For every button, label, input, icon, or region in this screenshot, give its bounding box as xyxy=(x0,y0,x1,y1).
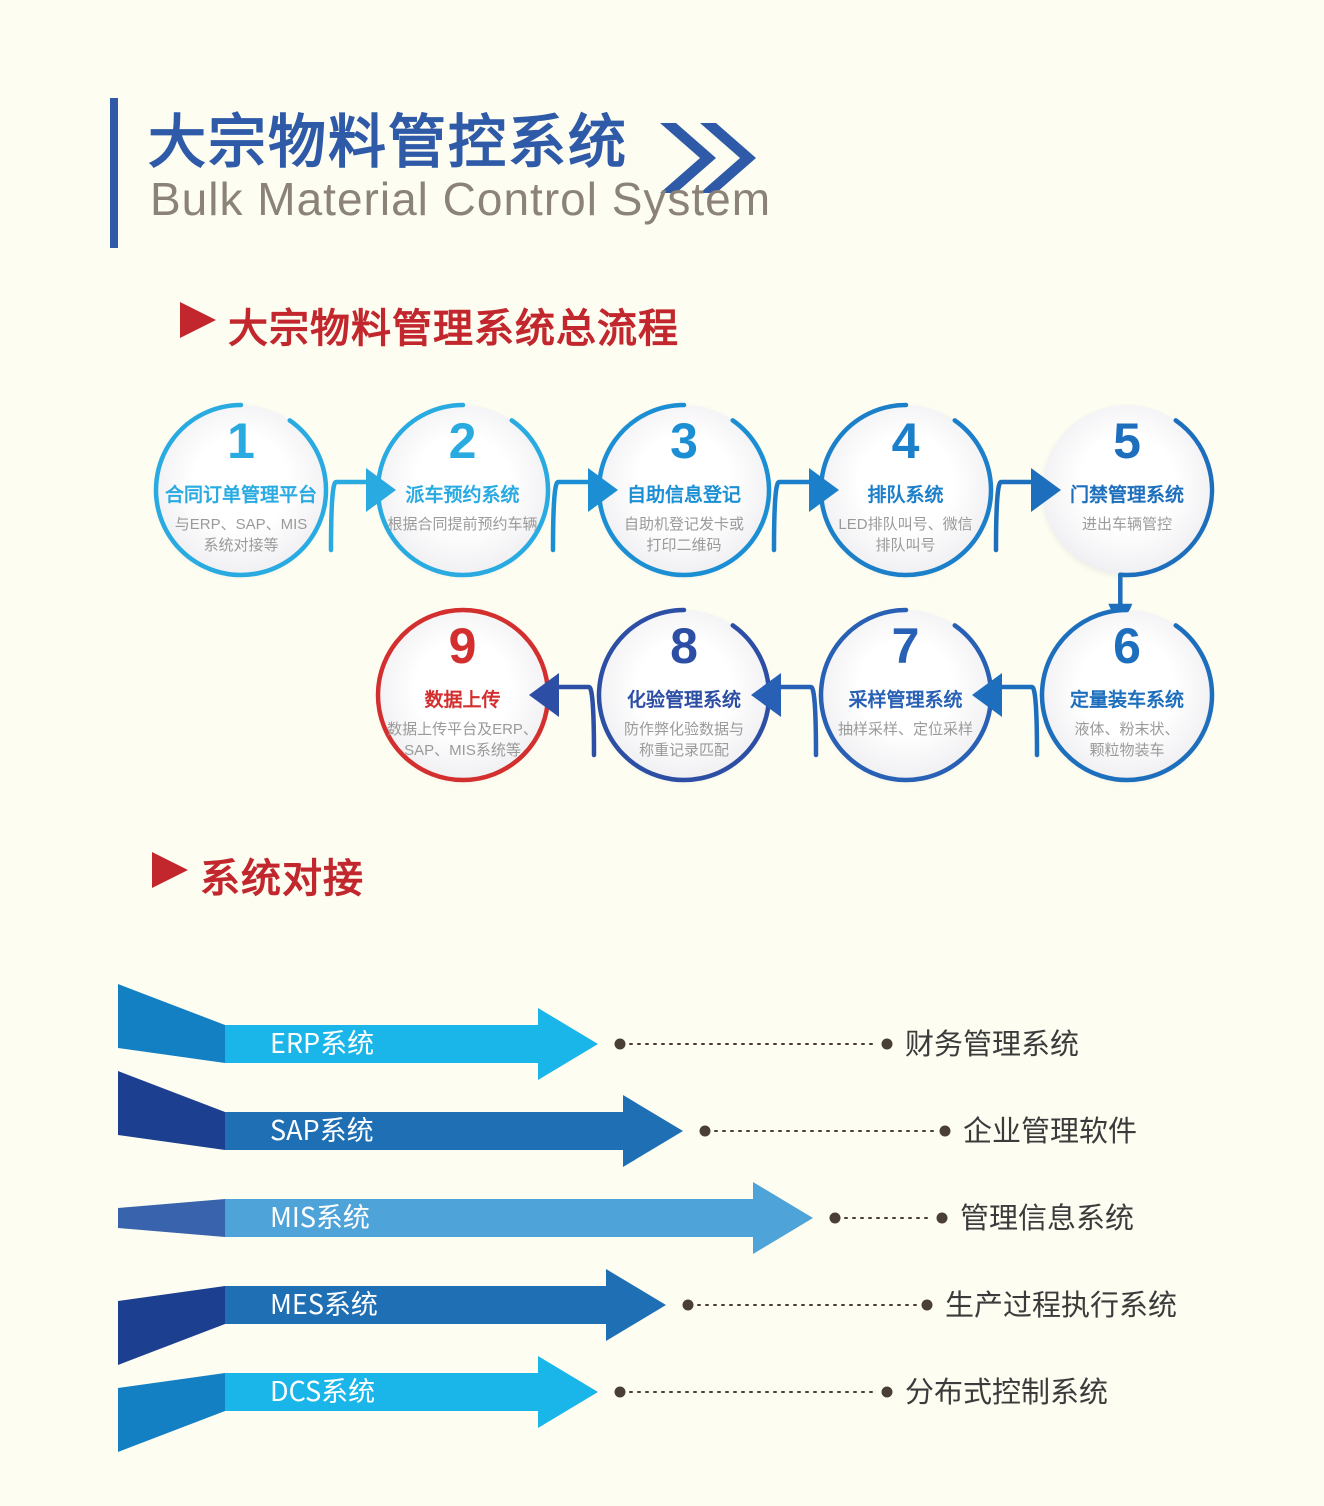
svg-text:分布式控制系统: 分布式控制系统 xyxy=(905,1369,1108,1411)
svg-text:SAP系统: SAP系统 xyxy=(270,1109,374,1148)
svg-text:财务管理系统: 财务管理系统 xyxy=(905,1021,1079,1063)
svg-text:DCS系统: DCS系统 xyxy=(270,1370,375,1409)
svg-text:MES系统: MES系统 xyxy=(270,1283,378,1322)
svg-text:企业管理软件: 企业管理软件 xyxy=(963,1108,1137,1150)
svg-text:管理信息系统: 管理信息系统 xyxy=(960,1195,1134,1237)
svg-text:ERP系统: ERP系统 xyxy=(270,1022,374,1061)
svg-text:MIS系统: MIS系统 xyxy=(270,1196,370,1235)
svg-text:生产过程执行系统: 生产过程执行系统 xyxy=(945,1282,1177,1324)
